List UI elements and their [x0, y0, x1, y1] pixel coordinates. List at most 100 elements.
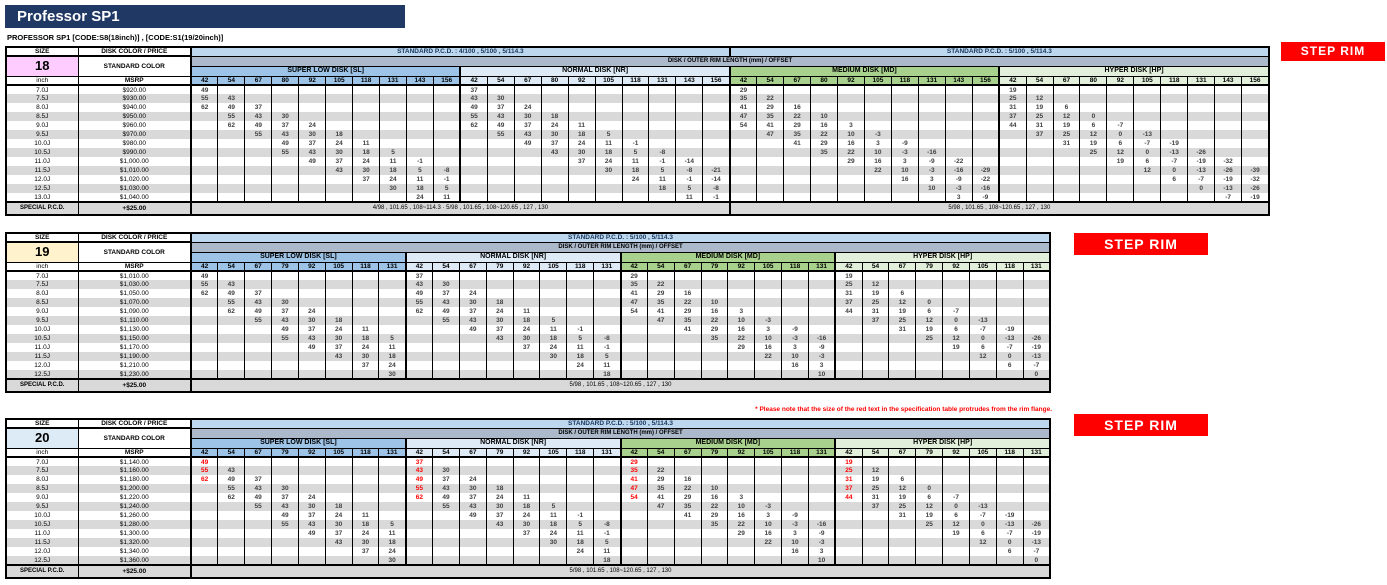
- offset-value: [190, 316, 218, 326]
- offset-value: [406, 94, 434, 104]
- spec-row-12.0J: 12.0J $1,020.00 37 24 11 -1 24 11 -1 -14 16 3 -9 -22 6…: [5, 175, 1269, 185]
- offset-value: 22: [673, 298, 702, 308]
- rim-width-column-header: 42: [619, 261, 648, 273]
- offset-value: -7: [1214, 193, 1242, 203]
- offset-value: 11: [406, 175, 434, 185]
- offset-value: [352, 85, 380, 95]
- offset-value: [944, 103, 973, 113]
- offset-value: [1022, 307, 1050, 317]
- offset-value: [297, 484, 326, 494]
- offset-value: [432, 457, 460, 467]
- offset-value: [968, 556, 997, 566]
- rim-width-column-header: 118: [566, 447, 595, 459]
- disk-section-header-hp: HYPER DISK [HP]: [998, 65, 1270, 77]
- offset-value: -3: [754, 502, 782, 512]
- offset-value: [512, 352, 540, 362]
- offset-value: [297, 352, 326, 362]
- offset-value: [486, 175, 515, 185]
- offset-value: [432, 148, 461, 158]
- msrp-price-value: $1,300.00: [78, 529, 192, 539]
- offset-value: [404, 529, 433, 539]
- rim-size-label: 10.0J: [5, 139, 79, 149]
- offset-value: [702, 85, 730, 95]
- offset-value: [378, 493, 406, 503]
- offset-value: 3: [727, 493, 755, 503]
- offset-value: 49: [190, 85, 218, 95]
- offset-value: 49: [432, 307, 460, 317]
- offset-value: [917, 121, 946, 131]
- offset-value: [834, 511, 863, 521]
- offset-value: 37: [998, 112, 1027, 122]
- offset-value: [861, 520, 889, 530]
- offset-value: [968, 298, 997, 308]
- offset-value: 5: [566, 334, 594, 344]
- offset-value: [594, 193, 622, 203]
- offset-value: [915, 271, 943, 281]
- rim-width-column-header: 67: [244, 447, 273, 459]
- offset-value: [485, 538, 514, 548]
- rim-width-column-header: 92: [297, 447, 326, 459]
- special-pcd-row: SPECIAL P.C.D. +$25.00 5/98 , 101.65 , 108…: [6, 378, 1050, 393]
- offset-value: 0: [1022, 370, 1050, 380]
- rim-width-column-header: 118: [995, 447, 1024, 459]
- offset-value: [1241, 112, 1269, 122]
- offset-value: [942, 370, 970, 380]
- offset-value: 19: [861, 475, 889, 485]
- offset-value: [244, 538, 272, 548]
- offset-value: 6: [968, 529, 997, 539]
- offset-value: -9: [890, 139, 919, 149]
- offset-value: [244, 280, 272, 290]
- offset-value: 11: [539, 325, 567, 335]
- offset-value: 6: [1160, 175, 1188, 185]
- offset-value: 5: [566, 520, 594, 530]
- offset-value: 6: [995, 361, 1024, 371]
- offset-value: [861, 457, 889, 467]
- offset-value: [995, 475, 1024, 485]
- offset-value: [352, 130, 380, 140]
- msrp-price-value: $1,020.00: [78, 175, 192, 185]
- offset-value: 25: [834, 466, 863, 476]
- msrp-price-value: $940.00: [78, 103, 192, 113]
- offset-value: [968, 547, 997, 557]
- offset-value: 5: [539, 316, 567, 326]
- offset-value: 11: [593, 361, 621, 371]
- offset-value: 0: [1106, 130, 1134, 140]
- offset-value: [190, 175, 218, 185]
- msrp-price-value: $930.00: [78, 94, 192, 104]
- offset-value: 30: [378, 370, 406, 380]
- offset-value: [352, 103, 380, 113]
- offset-value: [648, 130, 676, 140]
- offset-value: [863, 112, 892, 122]
- spec-row-8.0J: 8.0J $1,180.00 62 49 37 49 37 24 41 29 16 31 19 6: [5, 475, 1050, 485]
- rim-size-label: 11.5J: [5, 352, 79, 362]
- offset-value: 37: [352, 175, 380, 185]
- rim-width-column-header: 105: [754, 261, 783, 273]
- offset-value: [968, 493, 997, 503]
- offset-value: 12: [942, 334, 970, 344]
- rim-size-label: 9.5J: [5, 316, 79, 326]
- offset-value: 18: [648, 184, 676, 194]
- offset-value: [942, 466, 970, 476]
- offset-value: 43: [271, 316, 299, 326]
- offset-value: 43: [485, 520, 514, 530]
- offset-value: 11: [352, 139, 380, 149]
- offset-value: [673, 556, 702, 566]
- offset-value: 24: [324, 511, 353, 521]
- offset-value: 25: [1052, 130, 1080, 140]
- offset-value: [404, 547, 433, 557]
- rim-size-label: 11.5J: [5, 538, 79, 548]
- offset-value: 62: [190, 103, 218, 113]
- offset-value: [756, 85, 784, 95]
- offset-value: 24: [378, 547, 406, 557]
- offset-value: [458, 466, 487, 476]
- offset-value: [485, 556, 514, 566]
- offset-value: [458, 457, 487, 467]
- offset-value: [888, 520, 916, 530]
- rim-size-label: 9.5J: [5, 502, 79, 512]
- offset-value: [837, 103, 865, 113]
- offset-value: [942, 271, 970, 281]
- offset-value: [325, 112, 353, 122]
- offset-value: 24: [378, 361, 406, 371]
- offset-value: [458, 556, 487, 566]
- offset-value: -9: [807, 529, 836, 539]
